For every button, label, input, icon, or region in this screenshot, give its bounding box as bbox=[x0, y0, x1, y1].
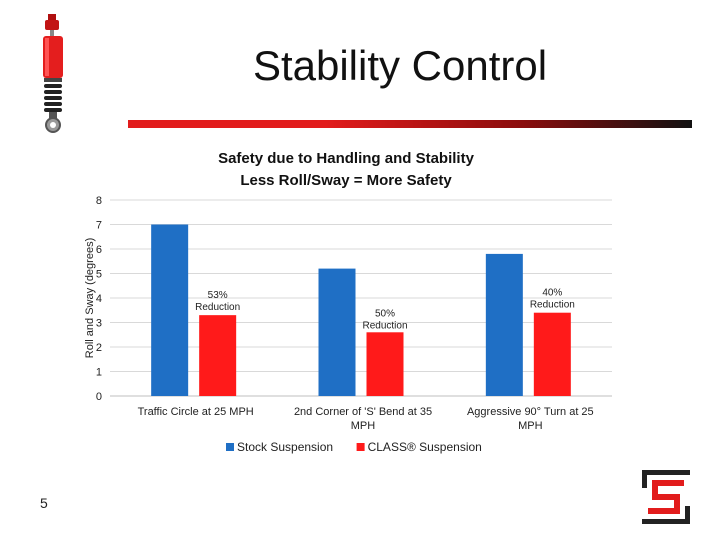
legend-label: CLASS® Suspension bbox=[368, 440, 482, 454]
data-annotation: 53% bbox=[208, 290, 228, 301]
y-tick-label: 1 bbox=[96, 367, 102, 379]
legend-swatch bbox=[356, 443, 365, 451]
y-tick-label: 6 bbox=[96, 244, 102, 256]
y-tick-label: 7 bbox=[96, 220, 102, 232]
data-annotation: Reduction bbox=[195, 302, 240, 313]
y-tick-label: 5 bbox=[96, 269, 102, 281]
bar bbox=[366, 332, 404, 396]
slide-title: Stability Control bbox=[252, 42, 548, 89]
y-axis-label: Roll and Sway (degrees) bbox=[84, 238, 96, 358]
y-tick-label: 0 bbox=[96, 391, 102, 403]
shock-absorber-image bbox=[43, 14, 63, 133]
x-tick-label: MPH bbox=[351, 420, 376, 432]
data-annotation: 50% bbox=[375, 308, 395, 319]
y-tick-label: 8 bbox=[96, 195, 102, 207]
bar bbox=[485, 253, 523, 396]
class-logo bbox=[638, 468, 694, 526]
legend-swatch bbox=[226, 443, 234, 451]
data-annotation: 40% bbox=[542, 288, 562, 299]
y-tick-label: 3 bbox=[96, 318, 102, 330]
bar-chart: Safety due to Handling and Stability Less… bbox=[84, 150, 612, 454]
x-tick-label: 2nd Corner of 'S' Bend at 35 bbox=[294, 406, 432, 418]
data-annotation: Reduction bbox=[362, 320, 407, 331]
y-tick-label: 2 bbox=[96, 342, 102, 354]
chart-title: Safety due to Handling and Stability bbox=[218, 150, 475, 167]
x-tick-label: Traffic Circle at 25 MPH bbox=[138, 406, 254, 418]
page-number: 5 bbox=[40, 495, 48, 511]
title-underline-bar bbox=[128, 120, 692, 128]
data-annotation: Reduction bbox=[530, 300, 575, 311]
legend-label: Stock Suspension bbox=[237, 440, 333, 454]
chart-subtitle: Less Roll/Sway = More Safety bbox=[240, 172, 452, 189]
bar bbox=[199, 315, 237, 396]
x-tick-label: MPH bbox=[518, 420, 543, 432]
bar bbox=[318, 268, 356, 396]
x-tick-label: Aggressive 90° Turn at 25 bbox=[467, 406, 594, 418]
bar bbox=[151, 224, 189, 396]
y-tick-label: 4 bbox=[96, 293, 102, 305]
bar bbox=[533, 312, 571, 396]
